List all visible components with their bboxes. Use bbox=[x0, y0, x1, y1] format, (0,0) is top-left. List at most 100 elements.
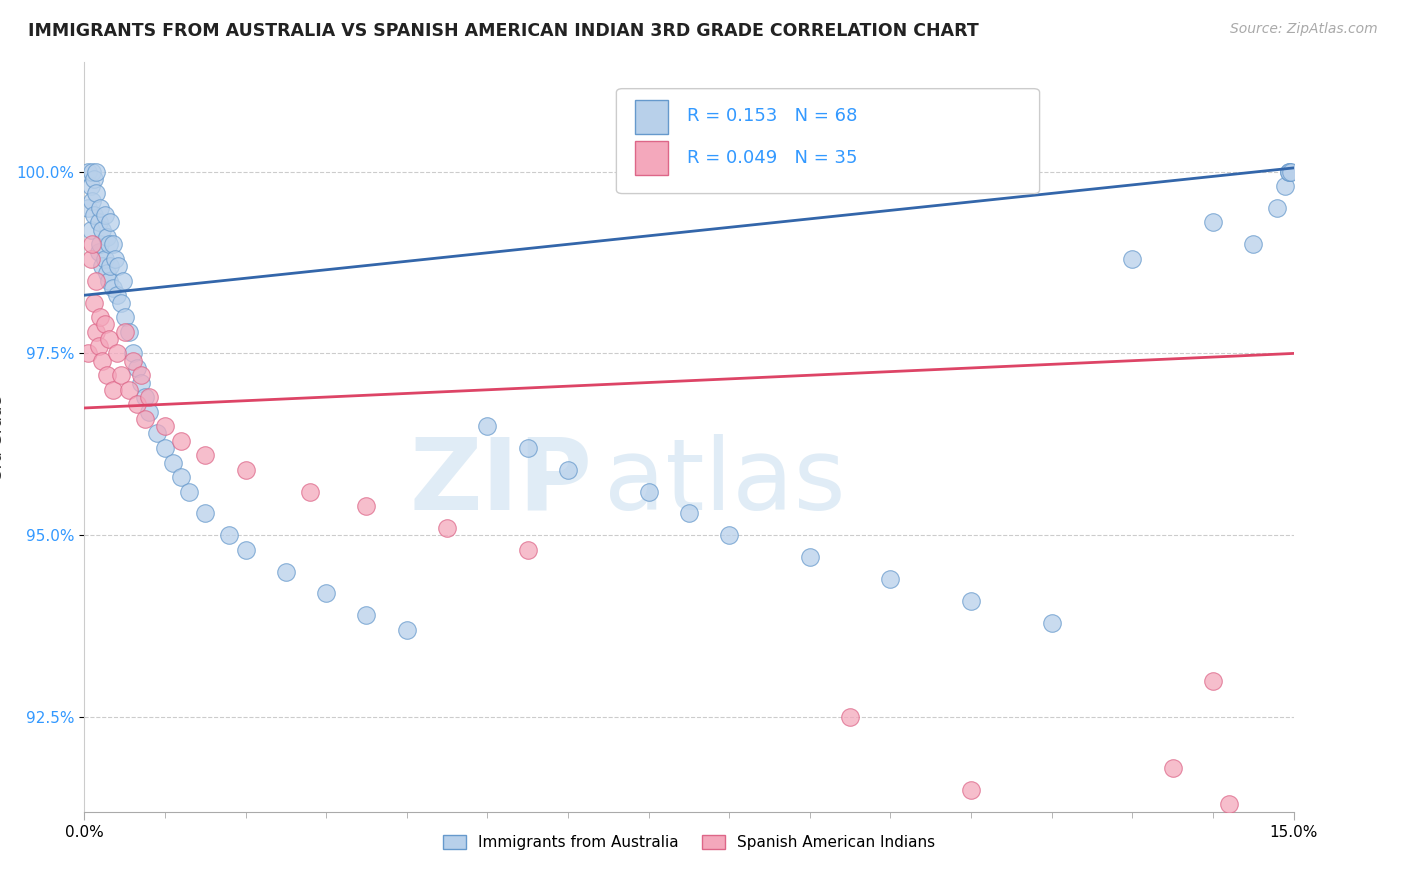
Point bbox=[557, 463, 579, 477]
Point bbox=[1278, 164, 1301, 178]
Point bbox=[516, 441, 538, 455]
Point bbox=[87, 339, 110, 353]
Point bbox=[153, 441, 176, 455]
Text: atlas: atlas bbox=[605, 434, 846, 531]
Point bbox=[105, 346, 128, 360]
Point bbox=[134, 390, 156, 404]
Point bbox=[86, 164, 108, 178]
Point bbox=[1161, 761, 1184, 775]
Point bbox=[146, 426, 169, 441]
Point bbox=[799, 550, 821, 565]
Point bbox=[91, 259, 114, 273]
Point bbox=[96, 267, 118, 281]
Point bbox=[96, 230, 118, 244]
Point bbox=[1241, 237, 1264, 252]
Text: ZIP: ZIP bbox=[409, 434, 592, 531]
Point bbox=[96, 368, 118, 383]
Point bbox=[1121, 252, 1143, 266]
Point bbox=[87, 244, 110, 259]
Point bbox=[105, 288, 128, 302]
Point bbox=[101, 281, 124, 295]
Point bbox=[153, 419, 176, 434]
Point bbox=[477, 419, 499, 434]
Point bbox=[315, 586, 337, 600]
Point bbox=[77, 201, 100, 215]
Point bbox=[77, 164, 100, 178]
Point bbox=[114, 310, 136, 324]
Point bbox=[395, 623, 418, 637]
Point bbox=[86, 186, 108, 201]
Point bbox=[114, 325, 136, 339]
Point bbox=[82, 194, 104, 208]
Point bbox=[104, 252, 127, 266]
Point bbox=[97, 332, 120, 346]
Point bbox=[960, 783, 983, 797]
Point bbox=[960, 593, 983, 607]
Point bbox=[93, 252, 115, 266]
Point bbox=[138, 390, 160, 404]
Point bbox=[98, 215, 121, 229]
Point bbox=[274, 565, 297, 579]
Point bbox=[97, 274, 120, 288]
Point bbox=[91, 353, 114, 368]
Point bbox=[170, 470, 193, 484]
Point bbox=[83, 208, 105, 222]
Text: R = 0.153   N = 68: R = 0.153 N = 68 bbox=[686, 107, 856, 126]
Point bbox=[356, 499, 378, 513]
FancyBboxPatch shape bbox=[634, 100, 668, 134]
Point bbox=[110, 295, 132, 310]
FancyBboxPatch shape bbox=[634, 141, 668, 175]
Point bbox=[125, 397, 148, 411]
Point bbox=[82, 164, 104, 178]
Point bbox=[77, 346, 100, 360]
Point bbox=[91, 223, 114, 237]
Point bbox=[101, 383, 124, 397]
Point bbox=[121, 346, 143, 360]
Point bbox=[129, 376, 152, 390]
Legend: Immigrants from Australia, Spanish American Indians: Immigrants from Australia, Spanish Ameri… bbox=[437, 830, 941, 856]
Text: IMMIGRANTS FROM AUSTRALIA VS SPANISH AMERICAN INDIAN 3RD GRADE CORRELATION CHART: IMMIGRANTS FROM AUSTRALIA VS SPANISH AME… bbox=[28, 22, 979, 40]
Point bbox=[436, 521, 458, 535]
Point bbox=[97, 237, 120, 252]
Point bbox=[170, 434, 193, 448]
Point bbox=[162, 456, 184, 470]
Point bbox=[678, 507, 700, 521]
Point bbox=[218, 528, 240, 542]
Point bbox=[125, 361, 148, 376]
Point bbox=[89, 310, 111, 324]
Point bbox=[1278, 164, 1301, 178]
Point bbox=[1202, 673, 1225, 688]
Point bbox=[83, 171, 105, 186]
Point bbox=[1279, 164, 1302, 178]
Point bbox=[121, 353, 143, 368]
Point bbox=[194, 507, 217, 521]
Point bbox=[80, 252, 103, 266]
Point bbox=[235, 542, 257, 557]
Point bbox=[118, 383, 141, 397]
Point bbox=[1202, 215, 1225, 229]
Point bbox=[80, 179, 103, 194]
Point bbox=[89, 201, 111, 215]
Point bbox=[86, 325, 108, 339]
Point bbox=[356, 608, 378, 623]
Point bbox=[86, 274, 108, 288]
Y-axis label: 3rd Grade: 3rd Grade bbox=[0, 395, 6, 479]
Point bbox=[89, 237, 111, 252]
Text: R = 0.049   N = 35: R = 0.049 N = 35 bbox=[686, 149, 858, 168]
Point bbox=[98, 259, 121, 273]
Point bbox=[107, 259, 129, 273]
Point bbox=[194, 448, 217, 462]
Point bbox=[718, 528, 741, 542]
Point bbox=[129, 368, 152, 383]
Point bbox=[112, 274, 135, 288]
Point bbox=[516, 542, 538, 557]
Point bbox=[118, 325, 141, 339]
Point bbox=[1274, 179, 1296, 194]
Point bbox=[138, 404, 160, 418]
Point bbox=[1218, 797, 1240, 812]
Point bbox=[235, 463, 257, 477]
Point bbox=[110, 368, 132, 383]
Point bbox=[839, 710, 862, 724]
Point bbox=[101, 237, 124, 252]
Point bbox=[179, 484, 201, 499]
